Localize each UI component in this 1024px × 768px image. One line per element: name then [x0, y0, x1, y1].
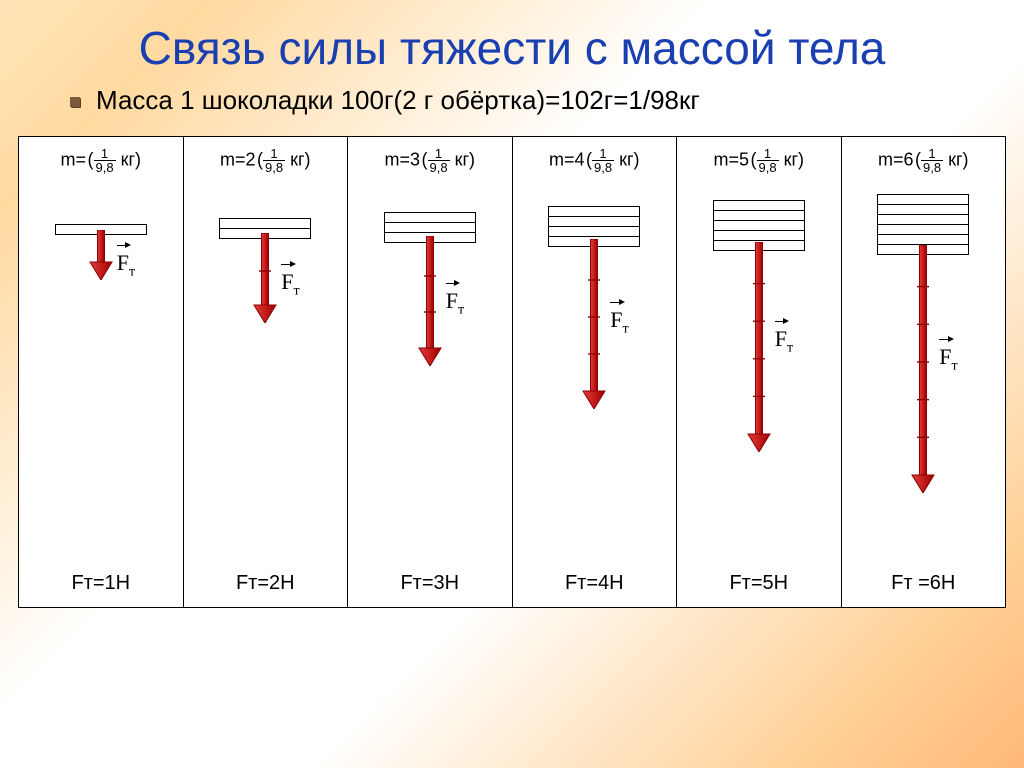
force-value: Fт=4Н	[513, 572, 677, 595]
mass-formula: m=6 (19,8 кг)	[842, 147, 1006, 174]
mass-formula: m=4 (19,8 кг)	[513, 147, 677, 174]
force-label: Fт	[610, 307, 628, 337]
force-value: Fт=1Н	[19, 572, 183, 595]
force-label: Fт	[117, 250, 135, 280]
force-label: Fт	[775, 326, 793, 356]
panel-5: m=5 (19,8 кг) Fт Fт=5Н	[677, 137, 842, 607]
force-arrow	[88, 230, 114, 285]
panel-4: m=4 (19,8 кг) Fт Fт=4Н	[513, 137, 678, 607]
force-value: Fт=2Н	[184, 572, 348, 595]
force-value: Fт=3Н	[348, 572, 512, 595]
force-value: Fт =6Н	[842, 572, 1006, 595]
mass-formula: m= (19,8 кг)	[19, 147, 183, 174]
force-arrow	[581, 239, 607, 414]
mass-formula: m=5 (19,8 кг)	[677, 147, 841, 174]
panel-3: m=3 (19,8 кг) Fт Fт=3Н	[348, 137, 513, 607]
force-arrow	[746, 242, 772, 457]
force-arrow	[417, 236, 443, 371]
subtitle-line: Масса 1 шоколадки 100г(2 г обёртка)=102г…	[0, 81, 1024, 130]
panel-2: m=2 (19,8 кг) Fт Fт=2Н	[184, 137, 349, 607]
panel-1: m= (19,8 кг) Fт Fт=1Н	[19, 137, 184, 607]
panel-6: m=6 (19,8 кг) Fт Fт =6Н	[842, 137, 1006, 607]
bullet-icon	[70, 97, 80, 107]
force-label: Fт	[281, 269, 299, 299]
diagram-panel: m= (19,8 кг) Fт Fт=1Н m=2 (19,8 кг) Fт Fт=2…	[18, 136, 1006, 608]
force-arrow	[910, 245, 936, 498]
subtitle-text: Масса 1 шоколадки 100г(2 г обёртка)=102г…	[96, 85, 700, 115]
force-label: Fт	[446, 288, 464, 318]
mass-formula: m=3 (19,8 кг)	[348, 147, 512, 174]
page-title: Связь силы тяжести с массой тела	[0, 0, 1024, 81]
force-value: Fт=5Н	[677, 572, 841, 595]
mass-formula: m=2 (19,8 кг)	[184, 147, 348, 174]
force-label: Fт	[939, 344, 957, 374]
force-arrow	[252, 233, 278, 328]
